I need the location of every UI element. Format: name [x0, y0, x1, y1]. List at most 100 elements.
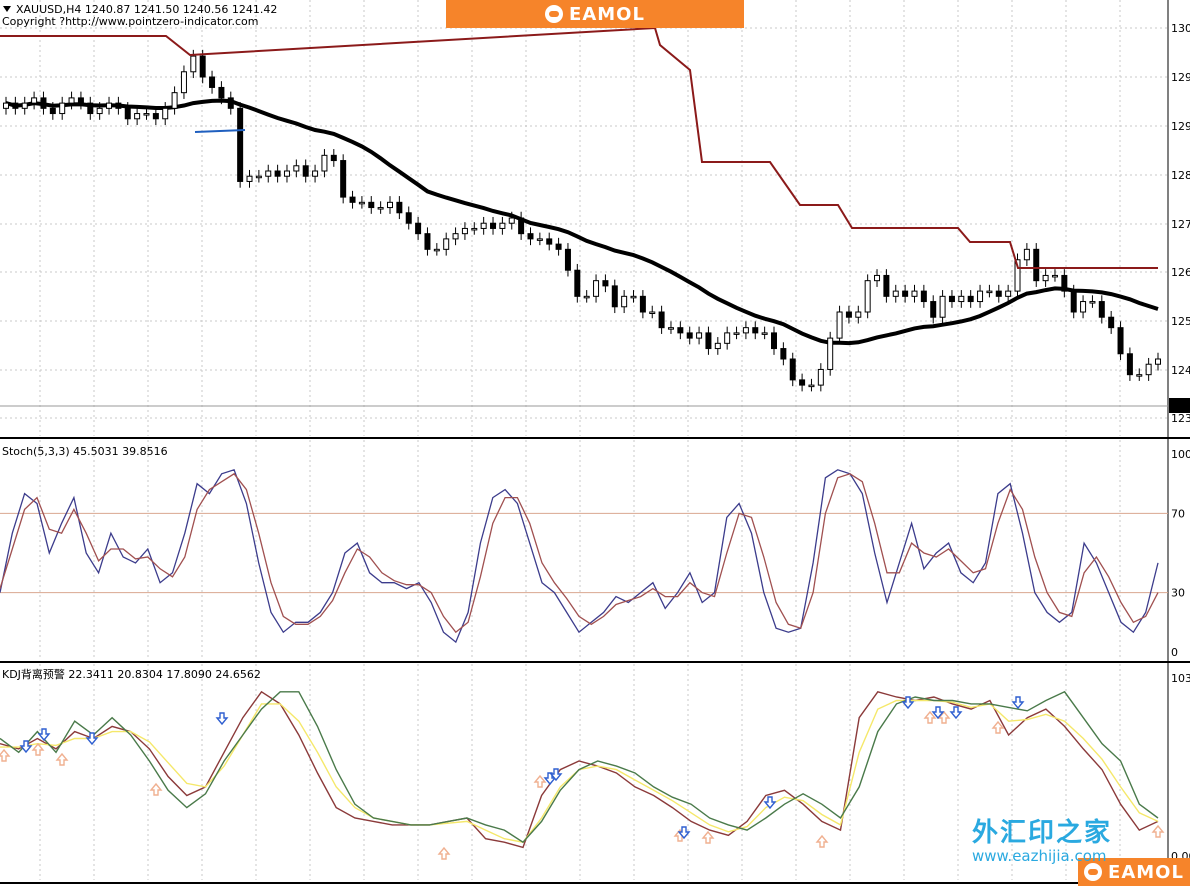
candle [1117, 321, 1124, 361]
candle [874, 269, 881, 287]
candle [499, 216, 506, 235]
bear-candle-body [49, 107, 56, 115]
candle [845, 305, 852, 324]
bear-candle-body [368, 201, 375, 209]
candle [396, 196, 403, 220]
candle [546, 232, 553, 251]
bear-candle-body [227, 97, 234, 109]
kdj-label: KDJ背离预警 22.3411 20.8304 17.8090 24.6562 [2, 667, 261, 681]
candle [911, 284, 918, 303]
bear-candle-body [1098, 301, 1105, 318]
bear-candle-body [40, 97, 47, 109]
bull-candle-body [134, 113, 141, 120]
candle [1136, 368, 1143, 381]
candle [59, 96, 66, 120]
candle [771, 326, 777, 355]
down-arrow-icon [949, 706, 963, 720]
bull-candle-body [1136, 374, 1143, 377]
candle [96, 102, 103, 120]
bear-candle-body [349, 196, 356, 203]
down-arrow-icon [1011, 696, 1025, 710]
candle [480, 216, 487, 235]
bull-candle-body [171, 92, 178, 109]
bear-candle-body [1033, 248, 1040, 282]
bear-candle-body [883, 274, 890, 297]
down-arrow-icon [215, 712, 229, 726]
candle [452, 227, 459, 246]
bear-candle-body [87, 102, 94, 115]
watermark-url: www.eazhijia.com [972, 847, 1107, 865]
bear-candle-body [930, 301, 937, 318]
stoch-axis-label: 0 [1171, 646, 1178, 659]
candle [3, 96, 9, 115]
candle [1080, 295, 1087, 319]
watermark: 外汇印之家 www.eazhijia.com [972, 812, 1132, 872]
bear-candle-body [152, 113, 159, 120]
bear-candle-body [799, 379, 806, 386]
bear-candle-body [237, 107, 244, 182]
bull-candle-body [443, 238, 450, 250]
bear-candle-body [564, 248, 571, 271]
up-arrow-icon [815, 834, 829, 848]
bull-candle-body [986, 290, 993, 294]
down-arrow-icon [677, 826, 691, 840]
bear-candle-body [920, 290, 927, 303]
bull-candle-body [714, 342, 721, 350]
up-arrow-icon [0, 748, 11, 762]
candle [377, 201, 384, 214]
candle [930, 295, 937, 324]
bull-candle-body [536, 238, 543, 241]
candle [162, 102, 169, 126]
candle [1042, 269, 1049, 287]
bear-candle-body [518, 217, 525, 235]
candle [696, 326, 703, 345]
candle [31, 91, 38, 110]
bear-candle-body [1126, 353, 1133, 376]
candle [1108, 310, 1115, 334]
candle [733, 326, 740, 340]
candle [621, 290, 628, 314]
bear-candle-body [948, 295, 955, 303]
bull-candle-body [59, 102, 66, 115]
candle [433, 243, 440, 256]
price-axis-label: 127 [1171, 218, 1190, 231]
bear-candle-body [199, 55, 206, 78]
bull-candle-body [246, 175, 253, 182]
bear-candle-body [330, 154, 337, 162]
candle [283, 164, 290, 183]
candle [471, 222, 478, 235]
candle [1033, 243, 1040, 287]
eamol-logo-icon [545, 5, 564, 23]
bear-candle-body [424, 233, 431, 250]
bull-candle-body [190, 55, 197, 73]
candle [246, 169, 253, 188]
bear-candle-body [995, 290, 1002, 297]
eamol-bottom-logo-text: EAMOL [1108, 861, 1184, 883]
bear-candle-body [845, 311, 852, 318]
bear-candle-body [686, 332, 693, 339]
bull-candle-body [1080, 301, 1087, 313]
candle [461, 222, 468, 240]
bull-candle-body [808, 384, 815, 388]
bear-candle-body [274, 170, 281, 177]
bull-candle-body [742, 327, 749, 334]
bear-candle-body [405, 212, 412, 224]
candle [1051, 269, 1058, 282]
bull-candle-body [761, 332, 768, 335]
stoch-label: Stoch(5,3,3) 45.5031 39.8516 [2, 445, 168, 458]
candle [12, 96, 19, 115]
candle [508, 211, 515, 230]
bull-candle-body [696, 332, 703, 339]
candle [237, 102, 244, 188]
candle [649, 305, 656, 319]
bull-candle-body [358, 201, 365, 205]
candle [977, 284, 984, 308]
bull-candle-body [255, 175, 262, 179]
bear-candle-body [1061, 274, 1068, 292]
bull-candle-body [265, 170, 272, 177]
candle [902, 284, 909, 303]
bull-candle-body [977, 290, 984, 303]
price-axis-label: 129 [1171, 120, 1190, 133]
